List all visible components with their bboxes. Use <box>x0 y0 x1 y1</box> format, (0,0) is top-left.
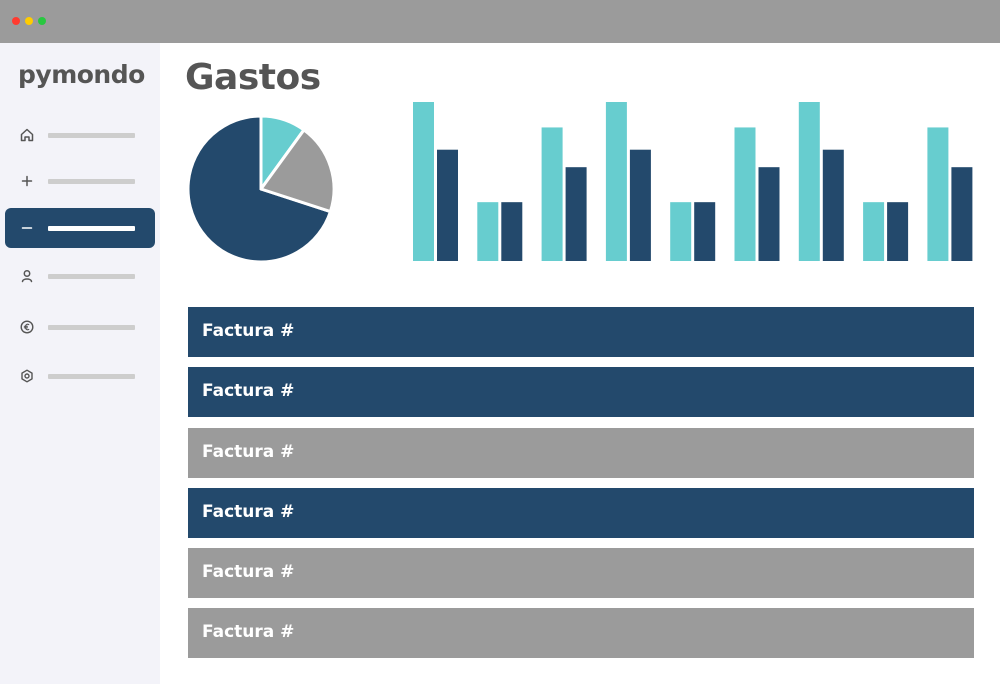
bar <box>670 202 692 261</box>
bar <box>413 102 434 261</box>
sidebar-item-add[interactable] <box>5 161 155 201</box>
minimize-window-button[interactable] <box>25 17 33 25</box>
euro-icon <box>20 320 34 334</box>
sidebar-item-label <box>48 325 135 330</box>
invoice-label: Factura # <box>202 502 295 522</box>
invoice-row[interactable]: Factura # <box>188 367 974 417</box>
invoice-label: Factura # <box>202 442 295 462</box>
invoice-row[interactable]: Factura # <box>188 307 974 357</box>
sidebar-item-home[interactable] <box>5 115 155 155</box>
bar <box>951 167 973 261</box>
sidebar: pymondo <box>0 43 160 684</box>
main-content: Gastos Factura # Factura # Factura # Fac… <box>160 43 1000 684</box>
pie-slice <box>186 114 332 264</box>
page-title: Gastos <box>185 57 321 98</box>
bar <box>927 127 949 261</box>
bar <box>822 149 844 261</box>
bar <box>605 102 627 261</box>
pie-chart <box>186 114 336 264</box>
bar <box>541 127 563 261</box>
invoice-label: Factura # <box>202 381 295 401</box>
bar <box>734 127 756 261</box>
sidebar-item-label <box>48 374 135 379</box>
invoice-label: Factura # <box>202 321 295 341</box>
home-icon <box>20 128 34 142</box>
invoice-row[interactable]: Factura # <box>188 608 974 658</box>
bar-chart <box>413 102 973 261</box>
bar <box>694 202 716 261</box>
app-logo: pymondo <box>18 60 145 89</box>
invoice-row[interactable]: Factura # <box>188 488 974 538</box>
sidebar-item-expenses[interactable] <box>5 208 155 248</box>
bar <box>437 149 458 261</box>
bar <box>565 167 587 261</box>
sidebar-item-label <box>48 226 135 231</box>
settings-icon <box>21 369 33 383</box>
sidebar-item-label <box>48 179 135 184</box>
sidebar-item-settings[interactable] <box>5 356 155 396</box>
bar <box>629 149 651 261</box>
invoice-row[interactable]: Factura # <box>188 548 974 598</box>
sidebar-item-label <box>48 274 135 279</box>
invoice-row[interactable]: Factura # <box>188 428 974 478</box>
maximize-window-button[interactable] <box>38 17 46 25</box>
invoice-label: Factura # <box>202 562 295 582</box>
bar <box>887 202 909 261</box>
sidebar-item-user[interactable] <box>5 256 155 296</box>
invoice-label: Factura # <box>202 622 295 642</box>
sidebar-item-billing[interactable] <box>5 307 155 347</box>
window-titlebar <box>0 0 1000 43</box>
bar <box>798 102 820 261</box>
bar <box>758 167 780 261</box>
bar <box>477 202 499 261</box>
bar <box>863 202 885 261</box>
bar <box>501 202 523 261</box>
minus-icon <box>21 227 33 229</box>
pie-slice <box>259 128 336 214</box>
user-icon <box>21 270 33 283</box>
plus-icon <box>21 175 33 187</box>
close-window-button[interactable] <box>12 17 20 25</box>
sidebar-item-label <box>48 133 135 138</box>
